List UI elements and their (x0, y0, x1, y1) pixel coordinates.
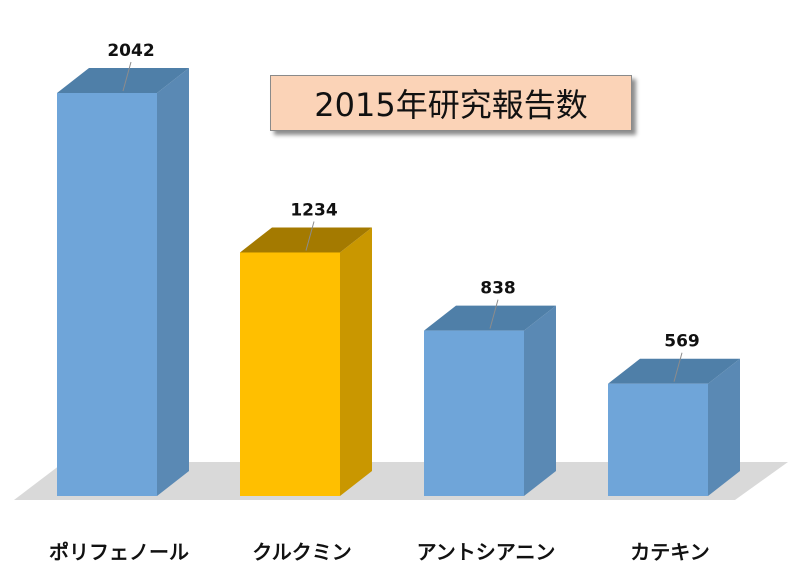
data-label: 569 (664, 332, 700, 352)
category-label: カテキン (630, 540, 709, 564)
bar-top (608, 358, 740, 384)
leader-line (122, 61, 132, 92)
bar-1: 2042 ポリフェノール (49, 41, 189, 564)
bar-front (424, 330, 524, 496)
data-label: 1234 (290, 200, 337, 220)
leader-line (673, 352, 683, 382)
chart-floor (14, 462, 788, 500)
data-label: 2042 (107, 41, 154, 61)
leader-line (305, 221, 315, 251)
category-label: ポリフェノール (49, 540, 189, 564)
bar-top (57, 68, 189, 93)
bar-front (57, 93, 157, 496)
bar-side (157, 68, 189, 496)
chart-title: 2015年研究報告数 (270, 75, 632, 131)
bar-top (240, 227, 372, 253)
bar-side (340, 227, 372, 497)
bar-side (708, 358, 740, 496)
category-label: クルクミン (252, 540, 351, 564)
bar-2: 1234 クルクミン (240, 200, 372, 564)
category-label: アントシアニン (417, 540, 556, 564)
bar-front (608, 383, 708, 496)
bar-4: 569 カテキン (608, 332, 740, 564)
bar-side (524, 305, 556, 496)
data-label: 838 (480, 279, 516, 299)
bar-top (424, 305, 556, 331)
bar-front (240, 252, 340, 496)
leader-line (489, 299, 499, 329)
bar-3: 838 アントシアニン (417, 279, 556, 564)
